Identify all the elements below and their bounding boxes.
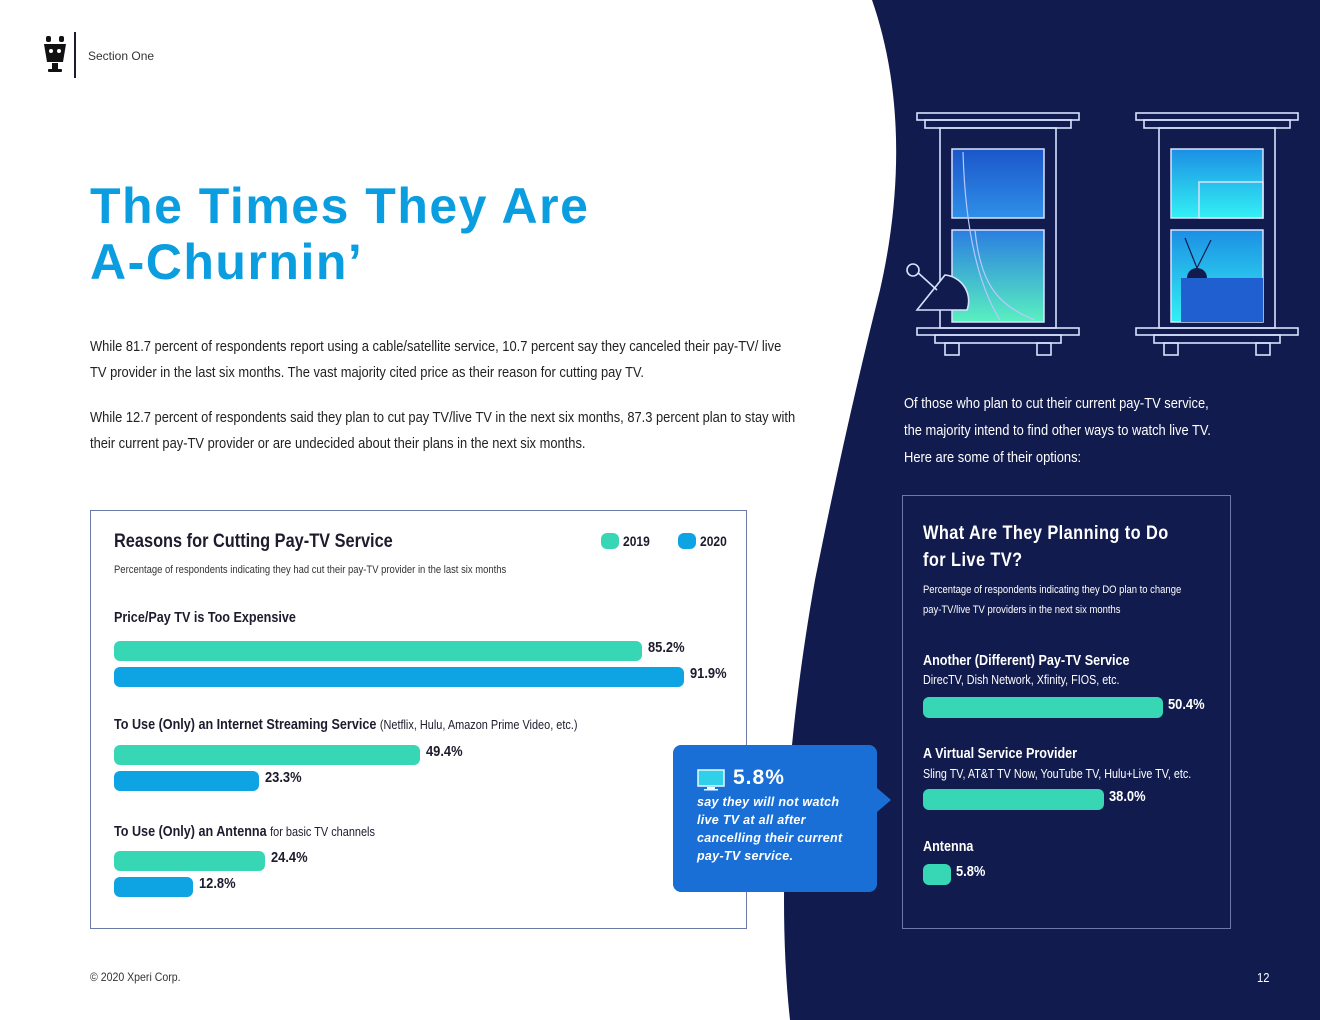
- page-title-line-2: A-Churnin’: [90, 234, 364, 290]
- plan-bar-value-label-1: 38.0%: [1108, 788, 1146, 805]
- bar-value-label-2020-0: 91.9%: [690, 665, 727, 682]
- category-label-price: Price/Pay TV is Too Expensive: [114, 609, 296, 626]
- category-label-detail: (Netflix, Hulu, Amazon Prime Video, etc.…: [379, 717, 578, 732]
- footer-copyright: © 2020 Xperi Corp.: [90, 970, 181, 984]
- tv-icon: [697, 769, 725, 791]
- header-divider: [74, 32, 76, 78]
- category-label-text: Price/Pay TV is Too Expensive: [114, 609, 296, 626]
- intro-paragraph-2: While 12.7 percent of respondents said t…: [90, 409, 796, 452]
- category-label-streaming: To Use (Only) an Internet Streaming Serv…: [114, 716, 577, 733]
- tivo-mascot-icon: [44, 36, 66, 72]
- bar-2020-1: [114, 771, 259, 791]
- chart-subtitle: Percentage of respondents indicating the…: [114, 564, 507, 576]
- legend-label-2019: 2019: [623, 533, 650, 549]
- reasons-chart-card: Reasons for Cutting Pay-TV Service Perce…: [90, 510, 747, 929]
- legend-label-2020: 2020: [700, 533, 727, 549]
- category-label-detail: for basic TV channels: [270, 824, 375, 839]
- legend-swatch-2019: [601, 533, 619, 549]
- bar-2020-0: [114, 667, 684, 687]
- intro-paragraph-1: While 81.7 percent of respondents report…: [90, 338, 782, 381]
- plan-bar-0: [923, 697, 1163, 718]
- chart-title: Reasons for Cutting Pay-TV Service: [114, 531, 393, 552]
- category-detail-pay-tv: DirecTV, Dish Network, Xfinity, FIOS, et…: [923, 673, 1120, 687]
- bar-value-label-2019-0: 85.2%: [648, 639, 686, 656]
- bar-2019-1: [114, 745, 421, 765]
- category-label-antenna: To Use (Only) an Antenna for basic TV ch…: [114, 823, 375, 840]
- bar-value-label-2020-1: 23.3%: [264, 769, 302, 786]
- chart-subtitle: Percentage of respondents indicating the…: [923, 584, 1182, 616]
- legend-swatch-2020: [678, 533, 696, 549]
- bar-2019-0: [114, 641, 643, 661]
- section-label: Section One: [88, 49, 155, 63]
- callout-value: 5.8%: [733, 766, 785, 789]
- category-label-text: To Use (Only) an Internet Streaming Serv…: [114, 716, 377, 733]
- plan-bar-value-label-0: 50.4%: [1168, 696, 1205, 713]
- legend-item-2020: 2020: [678, 533, 731, 549]
- right-intro-text: Of those who plan to cut their current p…: [904, 395, 1211, 466]
- bar-2019-2: [114, 851, 266, 871]
- legend-item-2019: 2019: [601, 533, 654, 549]
- plan-bar-value-label-2: 5.8%: [956, 863, 986, 880]
- category-label-pay-tv: Another (Different) Pay-TV Service: [923, 652, 1130, 669]
- bar-2020-2: [114, 877, 194, 897]
- plans-chart-card: What Are They Planning to Do for Live TV…: [902, 495, 1231, 929]
- plan-bar-1: [923, 789, 1104, 810]
- category-label-text: To Use (Only) an Antenna: [114, 823, 267, 840]
- page-title: The Times They Are A-Churnin’: [90, 178, 710, 290]
- windows-illustration: [906, 112, 1299, 356]
- bar-value-label-2019-2: 24.4%: [271, 849, 308, 866]
- bar-value-label-2020-2: 12.8%: [199, 875, 236, 892]
- callout-text: say they will not watch live TV at all a…: [697, 795, 843, 863]
- no-live-tv-callout: 5.8% say they will not watch live TV at …: [673, 745, 877, 892]
- chart-title: What Are They Planning to Do for Live TV…: [923, 523, 1169, 571]
- page-title-line-1: The Times They Are: [90, 178, 590, 234]
- plan-bar-2: [923, 864, 951, 885]
- callout-pointer: [877, 788, 891, 812]
- category-label-antenna: Antenna: [923, 838, 974, 855]
- bar-value-label-2019-1: 49.4%: [426, 743, 463, 760]
- category-detail-virtual: Sling TV, AT&T TV Now, YouTube TV, Hulu+…: [923, 767, 1192, 781]
- category-label-virtual: A Virtual Service Provider: [923, 745, 1078, 762]
- page-number: 12: [1257, 970, 1270, 985]
